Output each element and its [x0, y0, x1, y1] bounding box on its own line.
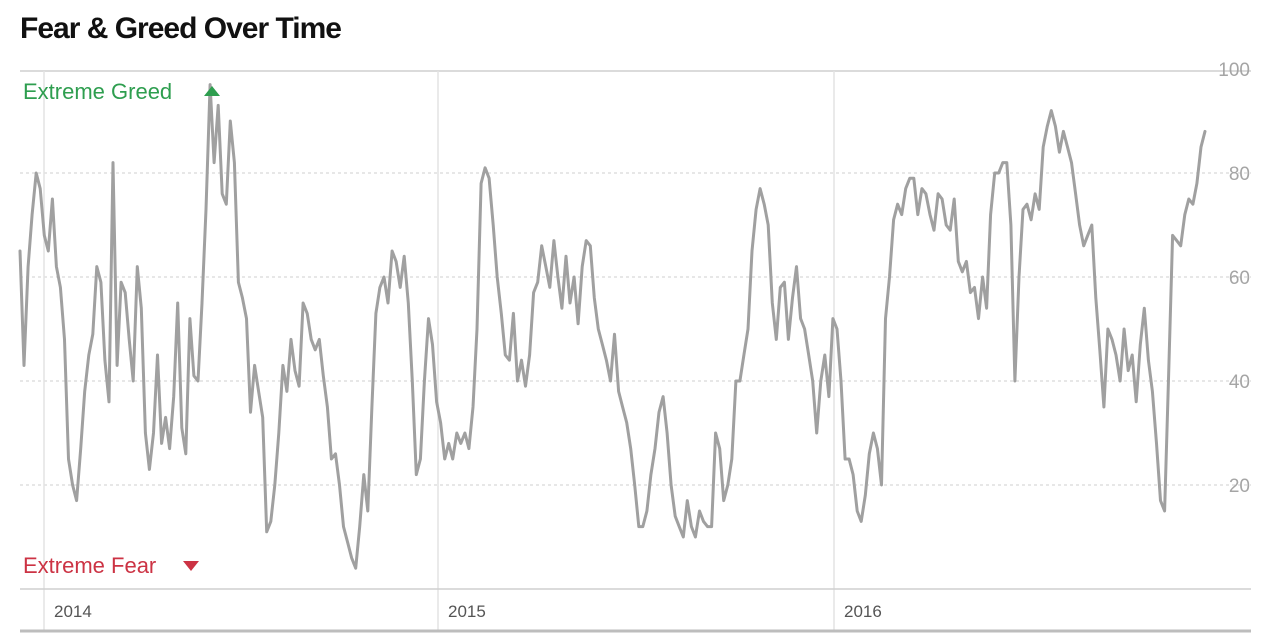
vertical-gridlines	[43, 71, 835, 632]
down-triangle-icon	[183, 561, 199, 571]
horizontal-gridlines	[20, 172, 1251, 486]
up-triangle-icon	[204, 86, 220, 96]
y-tick-label: 80	[1229, 164, 1250, 185]
fear-greed-line	[18, 83, 1207, 570]
x-tick-label: 2014	[54, 602, 92, 621]
y-tick-labels: 20 40 60 80 100	[1218, 60, 1250, 497]
y-tick-label: 60	[1229, 268, 1250, 289]
extreme-fear-label: Extreme Fear	[23, 553, 156, 578]
y-tick-label: 20	[1229, 476, 1250, 497]
x-tick-labels: 2014 2015 2016	[54, 602, 882, 621]
x-tick-label: 2015	[448, 602, 486, 621]
y-tick-label: 40	[1229, 372, 1250, 393]
chart-title: Fear & Greed Over Time	[20, 12, 342, 45]
y-tick-label: 100	[1218, 60, 1250, 81]
x-tick-label: 2016	[844, 602, 882, 621]
extreme-greed-label: Extreme Greed	[23, 79, 172, 104]
